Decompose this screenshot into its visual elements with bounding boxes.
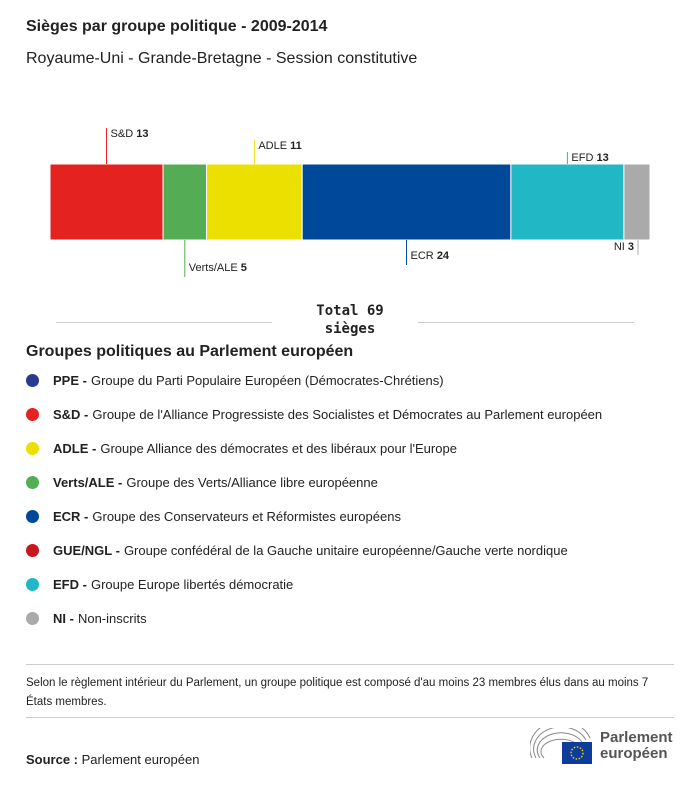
segment-value: 13 [596,152,608,164]
segment-value: 24 [437,250,450,262]
divider [418,322,634,323]
legend-abbr: ADLE - [53,441,97,456]
legend-item: GUE/NGL - Groupe confédéral de la Gauche … [26,543,568,558]
source-value: Parlement européen [81,752,200,767]
legend-dot [26,612,39,625]
legend-item: PPE - Groupe du Parti Populaire Européen … [26,373,444,388]
segment-name: ADLE [258,140,287,152]
legend-desc: Groupe de l'Alliance Progressiste des So… [92,407,603,422]
segment-label: Verts/ALE 5 [189,262,247,274]
legend-abbr: PPE - [53,373,87,388]
segment-name: Verts/ALE [189,262,238,274]
legend-abbr: NI - [53,611,74,626]
logo-line2: européen [600,745,668,762]
segment-value: 3 [628,241,634,253]
hemicycle-flag-icon [530,728,592,764]
legend-dot [26,408,39,421]
legend-title: Groupes politiques au Parlement européen [26,343,354,360]
segment-name: ECR [411,250,434,262]
legend-dot [26,510,39,523]
legend-item: Verts/ALE - Groupe des Verts/Alliance lib… [26,475,378,490]
divider [56,322,272,323]
legend-item: S&D - Groupe de l'Alliance Progressiste d… [26,407,602,422]
segment-name: S&D [111,128,134,140]
divider [26,717,674,718]
legend-dot [26,578,39,591]
legend-desc: Groupe Europe libertés démocratie [90,577,294,592]
legend-dot [26,544,39,557]
legend-item: ECR - Groupe des Conservateurs et Réformi… [26,509,401,524]
legend-desc: Non-inscrits [77,611,147,626]
legend-abbr: Verts/ALE - [53,475,123,490]
segment-value: 11 [290,140,302,152]
legend-dot [26,442,39,455]
source-label: Source : [26,752,79,767]
ep-logo: Parlement européen [530,728,673,764]
segment-value: 13 [136,128,148,140]
legend-dot [26,476,39,489]
bar-segment [623,163,651,241]
segment-label: S&D 13 [111,128,149,140]
total-label: Total 69 sièges [316,303,384,337]
legend-item: NI - Non-inscrits [26,611,147,626]
legend-abbr: ECR - [53,509,89,524]
bar-segment [301,163,512,241]
legend-item: EFD - Groupe Europe libertés démocratie [26,577,293,592]
legend-dot [26,374,39,387]
legend-abbr: S&D - [53,407,89,422]
bar-segment [162,163,208,241]
legend-desc: Groupe des Conservateurs et Réformistes … [92,509,401,524]
segment-name: NI [614,241,625,253]
legend-desc: Groupe confédéral de la Gauche unitaire … [123,543,568,558]
legend-desc: Groupe Alliance des démocrates et des li… [100,441,457,456]
segment-value: 5 [241,262,247,274]
segment-name: EFD [571,152,593,164]
bar-segment [510,163,625,241]
segment-label: ECR 24 [411,250,450,262]
segment-label: ADLE 11 [258,140,301,152]
legend-abbr: GUE/NGL - [53,543,120,558]
footnote: Selon le règlement intérieur du Parlemen… [26,677,649,708]
logo-line1: Parlement [600,729,673,746]
chart-subtitle: Royaume-Uni - Grande-Bretagne - Session … [26,50,418,67]
source: Source : Parlement européen [26,752,199,767]
legend-desc: Groupe des Verts/Alliance libre européen… [126,475,378,490]
stacked-bar-chart: S&D 13 Verts/ALE 5 ADLE 11 ECR 24 EFD 13 NI 3 [49,128,651,277]
segment-label: EFD 13 [571,152,608,164]
legend-abbr: EFD - [53,577,87,592]
chart-title: Sièges par groupe politique - 2009-2014 [26,18,328,35]
bar-segment [206,163,303,241]
segment-label: NI 3 [614,241,634,253]
legend-item: ADLE - Groupe Alliance des démocrates et … [26,441,457,456]
divider [26,664,674,665]
legend-desc: Groupe du Parti Populaire Européen (Démo… [90,373,444,388]
bar-segment [49,163,164,241]
